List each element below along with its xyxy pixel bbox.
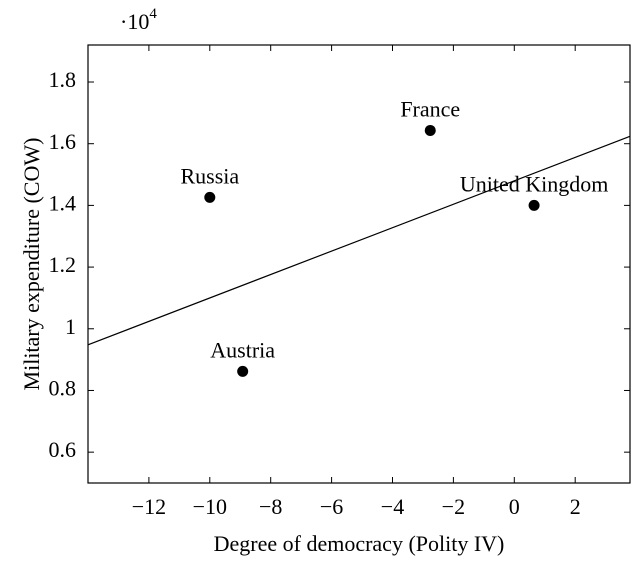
x-axis-label: Degree of democracy (Polity IV) [214,531,505,556]
x-tick-label: −6 [320,494,343,519]
y-axis-label: Military expenditure (COW) [19,138,44,391]
y-tick-label: 0.8 [49,376,77,401]
y-tick-label: 1.2 [49,252,77,277]
x-tick-label: −12 [132,494,166,519]
x-tick-label: 2 [570,494,581,519]
point [528,199,540,211]
point-label: France [400,96,460,121]
y-tick-label: 1.6 [49,129,77,154]
y-tick-label: 1.8 [49,67,77,92]
point-label: Russia [180,163,239,188]
point [204,191,216,203]
trend-line [87,135,631,346]
x-tick-label: −2 [442,494,465,519]
y-tick-label: 1.4 [49,190,77,215]
plot-frame [87,44,631,484]
point-label: Austria [210,337,275,362]
y-tick-label: 1 [65,314,76,339]
y-multiplier: ·104 [120,6,157,34]
point-label: United Kingdom [460,171,609,196]
x-tick-label: −4 [381,494,404,519]
point [424,124,436,136]
x-tick-label: −8 [259,494,282,519]
multiplier-exponent: 4 [149,6,157,22]
x-tick-label: 0 [509,494,520,519]
point [237,365,249,377]
y-tick-label: 0.6 [49,437,77,462]
multiplier-base: ·10 [120,9,149,34]
x-tick-label: −10 [193,494,227,519]
